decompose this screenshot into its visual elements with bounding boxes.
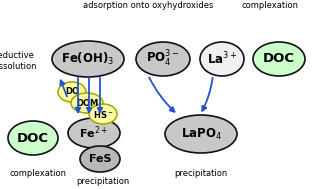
- Text: La$^{3+}$: La$^{3+}$: [207, 51, 237, 67]
- Text: DOC: DOC: [17, 132, 49, 145]
- Text: complexation: complexation: [10, 169, 67, 177]
- Text: DOM: DOM: [76, 98, 98, 108]
- Ellipse shape: [89, 104, 117, 124]
- Ellipse shape: [52, 41, 124, 77]
- Text: DO: DO: [65, 88, 79, 97]
- Text: PO$_4^{3-}$: PO$_4^{3-}$: [146, 49, 180, 69]
- Text: DOC: DOC: [263, 53, 295, 66]
- Text: Fe(OH)$_3$: Fe(OH)$_3$: [61, 51, 115, 67]
- Text: LaPO$_4$: LaPO$_4$: [181, 126, 222, 142]
- Text: Fe$^{2+}$: Fe$^{2+}$: [79, 125, 109, 141]
- Text: complexation: complexation: [242, 2, 299, 11]
- Ellipse shape: [200, 42, 244, 76]
- Ellipse shape: [80, 146, 120, 172]
- Ellipse shape: [253, 42, 305, 76]
- Ellipse shape: [136, 42, 190, 76]
- Ellipse shape: [71, 93, 103, 113]
- Text: FeS: FeS: [89, 154, 111, 164]
- Ellipse shape: [165, 115, 237, 153]
- Text: adsorption onto oxyhydroxides: adsorption onto oxyhydroxides: [83, 2, 213, 11]
- Text: precipitation: precipitation: [76, 177, 130, 185]
- Ellipse shape: [58, 82, 86, 102]
- Ellipse shape: [8, 121, 58, 155]
- Ellipse shape: [68, 118, 120, 148]
- Text: reductive
dissolution: reductive dissolution: [0, 51, 37, 71]
- Text: precipitation: precipitation: [174, 169, 228, 177]
- Text: HS$^-$: HS$^-$: [93, 108, 113, 119]
